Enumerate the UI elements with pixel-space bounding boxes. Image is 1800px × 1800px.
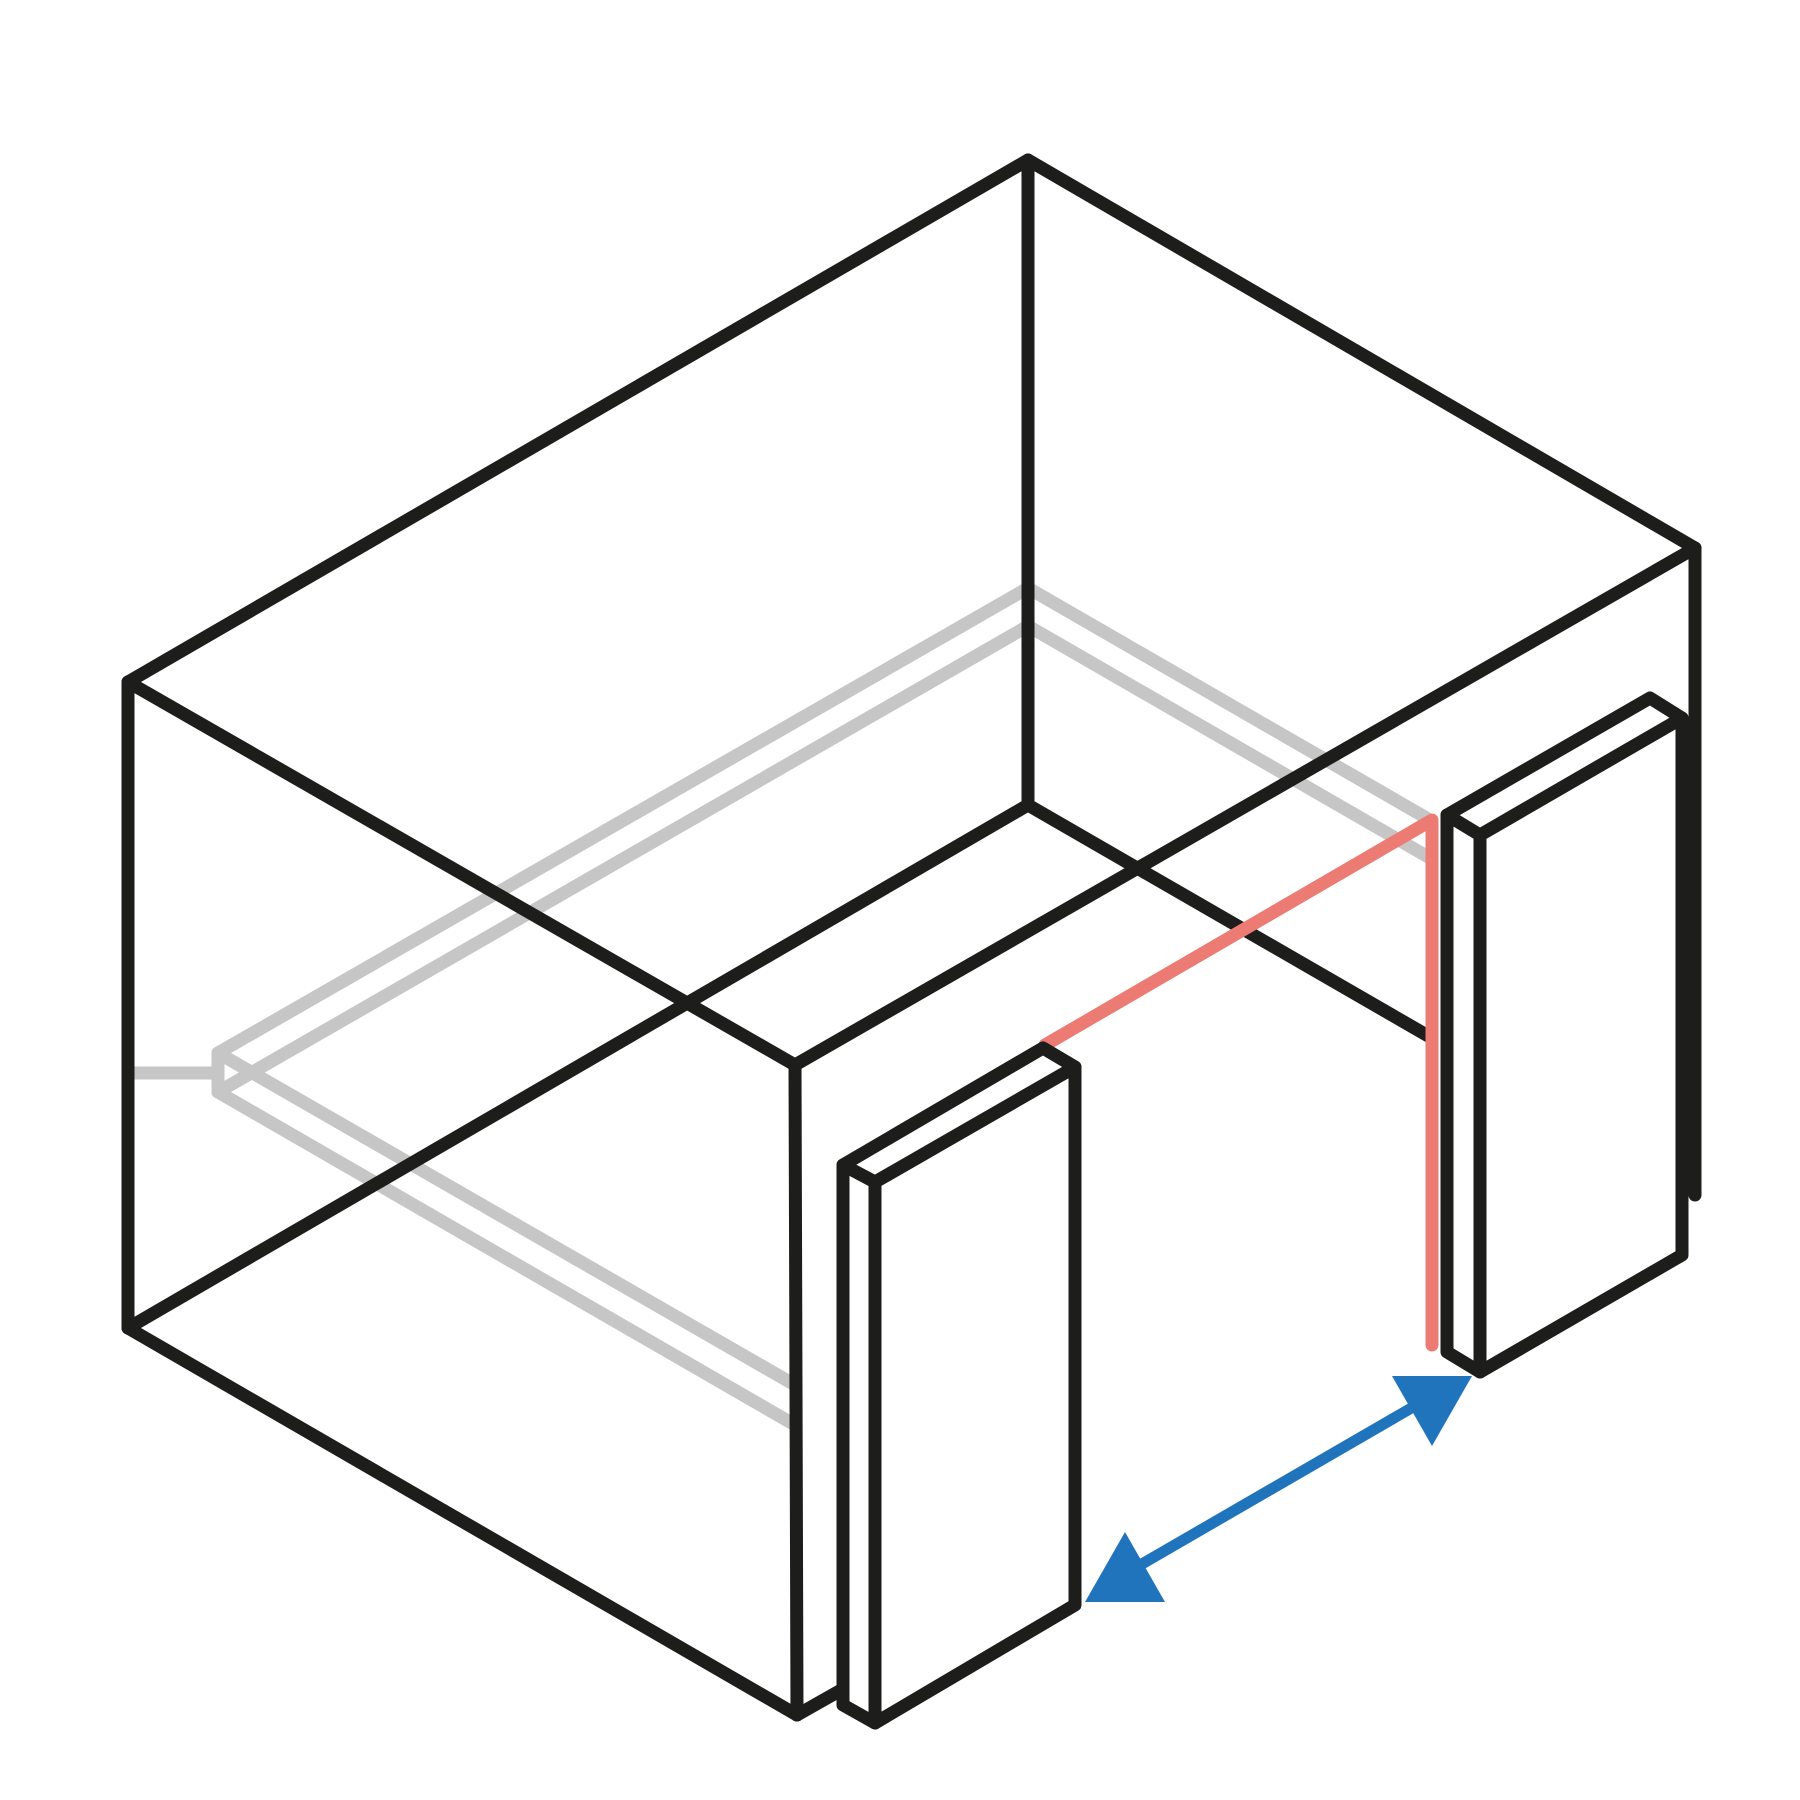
highlight-edge-line [1038, 813, 1439, 1352]
back-panel [1440, 691, 1689, 1379]
room-front-vertical [788, 1058, 804, 1722]
hidden-frame-lower-edge-1 [211, 1046, 802, 1392]
highlight-edge [1038, 813, 1439, 1352]
room-floor-back-left [121, 798, 1035, 1335]
double-arrow [1085, 1376, 1472, 1602]
arrow-head-left [1085, 1532, 1165, 1602]
room-floor-front-left [121, 1321, 804, 1722]
hidden-inner-frame [121, 581, 1437, 1432]
back-panel-top-face [1440, 691, 1689, 842]
arrow-shaft [1132, 1398, 1423, 1573]
front-panel-edge-face [836, 1158, 882, 1730]
hidden-frame-lower-edge-2 [211, 1085, 802, 1432]
hidden-frame-inner-left [211, 619, 1437, 1099]
back-panel-edge-face [1440, 808, 1487, 1379]
room-floor-back-right [1021, 798, 1437, 1044]
front-panel-top-face [836, 1041, 1082, 1189]
front-panel [836, 1041, 1082, 1730]
arrow-head-right [1392, 1376, 1472, 1446]
